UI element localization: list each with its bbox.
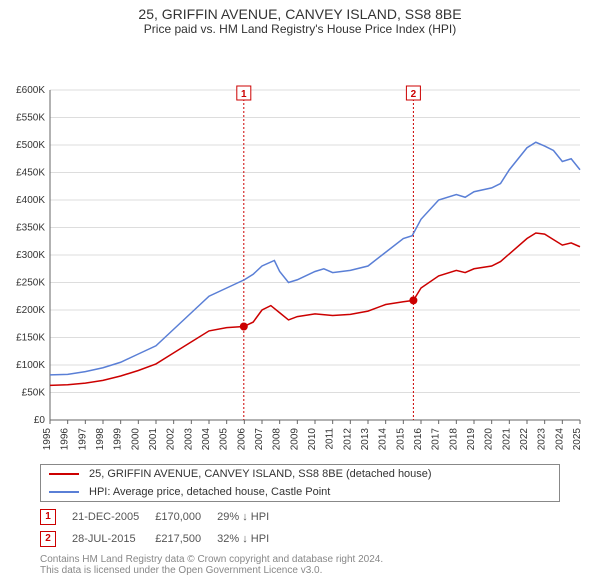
svg-text:2000: 2000: [130, 428, 141, 451]
svg-text:£150K: £150K: [16, 333, 45, 344]
table-row: 2 28-JUL-2015£217,50032% ↓ HPI: [40, 528, 285, 550]
marker-date: 28-JUL-2015: [72, 528, 155, 550]
legend-item: HPI: Average price, detached house, Cast…: [41, 483, 559, 501]
svg-text:£550K: £550K: [16, 113, 45, 124]
svg-text:2003: 2003: [183, 428, 194, 451]
marker-diff: 29% ↓ HPI: [217, 506, 285, 528]
svg-text:2020: 2020: [484, 428, 495, 451]
svg-text:2002: 2002: [166, 428, 177, 451]
svg-text:£400K: £400K: [16, 195, 45, 206]
marker-diff: 32% ↓ HPI: [217, 528, 285, 550]
svg-text:£250K: £250K: [16, 278, 45, 289]
svg-text:2001: 2001: [148, 428, 159, 451]
svg-text:2018: 2018: [448, 428, 459, 451]
svg-text:2015: 2015: [395, 428, 406, 451]
svg-text:£200K: £200K: [16, 305, 45, 316]
marker-price: £170,000: [155, 506, 217, 528]
footer: Contains HM Land Registry data © Crown c…: [40, 554, 560, 576]
svg-text:2010: 2010: [307, 428, 318, 451]
svg-text:2006: 2006: [236, 428, 247, 451]
line-chart: £0 £50K £100K £150K £200K £250K £300K £350K £400…: [0, 40, 600, 460]
svg-text:1996: 1996: [60, 428, 71, 451]
table-row: 1 21-DEC-2005£170,00029% ↓ HPI: [40, 506, 285, 528]
svg-text:2022: 2022: [519, 428, 530, 451]
svg-text:£300K: £300K: [16, 250, 45, 261]
svg-text:£600K: £600K: [16, 85, 45, 96]
svg-text:2019: 2019: [466, 428, 477, 451]
chart-container: £0 £50K £100K £150K £200K £250K £300K £350K £400…: [0, 40, 600, 460]
svg-text:2014: 2014: [378, 428, 389, 451]
svg-text:£50K: £50K: [22, 388, 46, 399]
svg-text:2008: 2008: [272, 428, 283, 451]
svg-text:2021: 2021: [501, 428, 512, 451]
svg-text:2011: 2011: [325, 428, 336, 450]
page-title: 25, GRIFFIN AVENUE, CANVEY ISLAND, SS8 8…: [0, 0, 600, 22]
legend-swatch: [49, 491, 79, 493]
svg-text:2025: 2025: [572, 428, 583, 451]
svg-text:2017: 2017: [431, 428, 442, 451]
svg-text:2005: 2005: [219, 428, 230, 451]
svg-text:2012: 2012: [342, 428, 353, 451]
svg-text:2009: 2009: [289, 428, 300, 451]
svg-text:1999: 1999: [113, 428, 124, 451]
svg-text:1: 1: [241, 89, 247, 100]
legend: 25, GRIFFIN AVENUE, CANVEY ISLAND, SS8 8…: [40, 464, 560, 502]
svg-text:£0: £0: [34, 415, 46, 426]
svg-text:£100K: £100K: [16, 360, 45, 371]
svg-text:2004: 2004: [201, 428, 212, 451]
page-subtitle: Price paid vs. HM Land Registry's House …: [0, 22, 600, 40]
svg-text:2007: 2007: [254, 428, 265, 451]
legend-item: 25, GRIFFIN AVENUE, CANVEY ISLAND, SS8 8…: [41, 465, 559, 483]
footer-line-2: This data is licensed under the Open Gov…: [40, 565, 560, 576]
svg-text:£450K: £450K: [16, 168, 45, 179]
marker-table: 1 21-DEC-2005£170,00029% ↓ HPI 2 28-JUL-201…: [40, 506, 285, 550]
svg-text:2023: 2023: [537, 428, 548, 451]
marker-badge: 1: [40, 509, 56, 525]
svg-text:£500K: £500K: [16, 140, 45, 151]
svg-text:1998: 1998: [95, 428, 106, 451]
svg-text:1997: 1997: [77, 428, 88, 451]
legend-label: 25, GRIFFIN AVENUE, CANVEY ISLAND, SS8 8…: [89, 468, 432, 480]
svg-text:2024: 2024: [554, 428, 565, 451]
svg-text:1995: 1995: [42, 428, 53, 451]
legend-label: HPI: Average price, detached house, Cast…: [89, 486, 330, 498]
svg-text:2016: 2016: [413, 428, 424, 451]
svg-text:£350K: £350K: [16, 223, 45, 234]
svg-text:2: 2: [411, 89, 417, 100]
marker-date: 21-DEC-2005: [72, 506, 155, 528]
svg-text:2013: 2013: [360, 428, 371, 451]
marker-price: £217,500: [155, 528, 217, 550]
marker-badge: 2: [40, 531, 56, 547]
legend-swatch: [49, 473, 79, 475]
